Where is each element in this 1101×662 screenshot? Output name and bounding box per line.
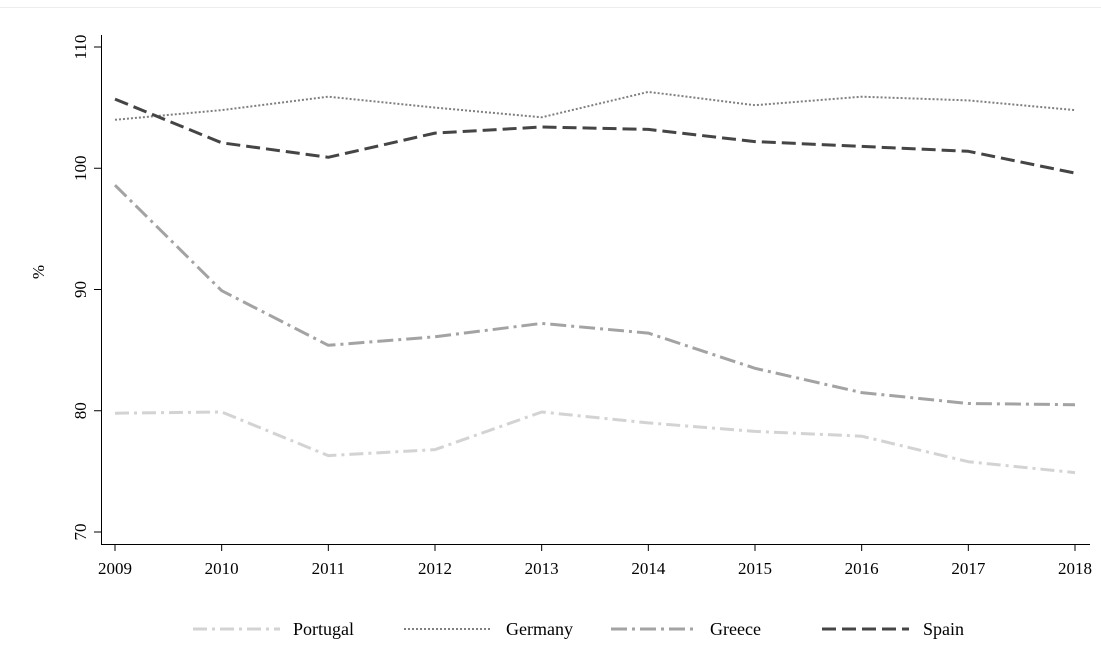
x-tick-label: 2017: [951, 559, 986, 578]
y-tick-label: 80: [71, 402, 90, 419]
x-tick-label: 2016: [845, 559, 879, 578]
legend-label-spain: Spain: [923, 619, 964, 639]
series-line-portugal: [114, 410, 1076, 475]
x-tick-label: 2011: [312, 559, 345, 578]
y-tick-label: 100: [71, 156, 90, 182]
series-line-greece: [113, 184, 1076, 407]
y-tick-label: 70: [71, 524, 90, 541]
x-tick-label: 2018: [1058, 559, 1092, 578]
y-tick-label: 90: [71, 281, 90, 298]
legend-label-greece: Greece: [710, 619, 761, 639]
legend-label-portugal: Portugal: [293, 619, 354, 639]
x-ticks: 2009 2010 2011 2012 2013 2014 2015 2016 2017 2018: [98, 544, 1092, 578]
x-tick-label: 2009: [98, 559, 132, 578]
y-tick-label: 110: [71, 35, 90, 60]
y-axis-title: %: [29, 265, 48, 279]
x-tick-label: 2010: [205, 559, 239, 578]
y-ticks: 70 80 90 100 110: [71, 35, 101, 541]
x-tick-label: 2012: [418, 559, 452, 578]
series-line-spain: [114, 97, 1076, 175]
legend-label-germany: Germany: [506, 619, 573, 639]
plot-lines: [113, 90, 1076, 475]
x-tick-label: 2014: [631, 559, 666, 578]
x-tick-label: 2015: [738, 559, 772, 578]
series-line-germany: [114, 90, 1076, 121]
legend: Portugal Germany Greece Spain: [193, 619, 964, 639]
x-tick-label: 2013: [525, 559, 559, 578]
